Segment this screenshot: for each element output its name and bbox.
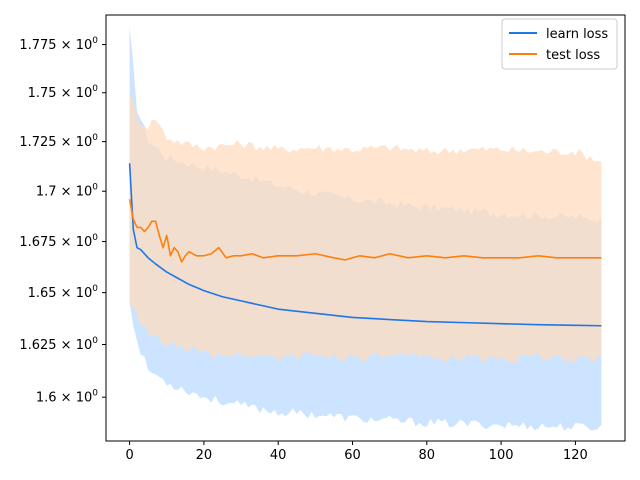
y-tick-times: × <box>57 86 76 101</box>
y-tick-base: 10 <box>76 235 93 250</box>
y-tick-label: 1.65 × 100 <box>28 284 99 301</box>
y-tick-mantissa: 1.75 <box>28 86 57 101</box>
x-axis-ticks: 0 20 40 60 80 100 120 <box>125 441 588 463</box>
y-tick-label: 1.775 × 100 <box>19 36 98 53</box>
y-tick-mantissa: 1.675 <box>19 235 56 250</box>
x-tick-label: 20 <box>196 448 213 463</box>
legend: learn loss test loss <box>501 18 618 70</box>
y-tick-exponent: 0 <box>92 84 98 94</box>
y-tick-base: 10 <box>76 286 93 301</box>
y-tick-mantissa: 1.725 <box>19 135 56 150</box>
y-tick-mantissa: 1.625 <box>19 338 56 353</box>
line-test-loss <box>128 199 602 263</box>
y-tick-times: × <box>57 135 76 150</box>
y-tick-label: 1.6 × 100 <box>36 389 98 406</box>
x-tick-label: 120 <box>563 448 588 463</box>
legend-box <box>501 18 618 70</box>
legend-label-learn-loss: learn loss <box>546 27 608 42</box>
y-tick-exponent: 0 <box>92 284 98 294</box>
y-tick-base: 10 <box>76 391 93 406</box>
y-tick-times: × <box>57 38 76 53</box>
y-tick-base: 10 <box>76 86 93 101</box>
y-tick-exponent: 0 <box>92 183 98 193</box>
series-lines <box>128 163 602 327</box>
x-tick-label: 80 <box>419 448 436 463</box>
band-test-loss <box>129 92 602 364</box>
y-tick-label: 1.7 × 100 <box>36 183 98 200</box>
legend-label-test-loss: test loss <box>546 48 600 63</box>
y-tick-times: × <box>57 286 76 301</box>
y-tick-times: × <box>57 185 76 200</box>
y-tick-exponent: 0 <box>92 336 98 346</box>
x-tick-label: 40 <box>270 448 287 463</box>
y-tick-mantissa: 1.775 <box>19 38 56 53</box>
y-tick-times: × <box>57 338 76 353</box>
axes-frame <box>105 14 626 442</box>
x-tick-label: 0 <box>125 448 133 463</box>
y-tick-base: 10 <box>76 135 93 150</box>
confidence-bands <box>129 26 602 431</box>
y-tick-mantissa: 1.6 <box>36 391 57 406</box>
y-tick-base: 10 <box>76 338 93 353</box>
y-tick-label: 1.625 × 100 <box>19 336 98 353</box>
y-tick-times: × <box>57 391 76 406</box>
y-tick-mantissa: 1.7 <box>36 185 57 200</box>
y-tick-base: 10 <box>76 185 93 200</box>
line-learn-loss <box>128 163 602 327</box>
y-tick-exponent: 0 <box>92 36 98 46</box>
y-tick-exponent: 0 <box>92 389 98 399</box>
y-tick-exponent: 0 <box>92 233 98 243</box>
x-tick-label: 100 <box>489 448 514 463</box>
y-tick-mantissa: 1.65 <box>28 286 57 301</box>
y-tick-label: 1.725 × 100 <box>19 133 98 150</box>
y-tick-times: × <box>57 235 76 250</box>
y-tick-exponent: 0 <box>92 133 98 143</box>
y-tick-label: 1.75 × 100 <box>28 84 99 101</box>
x-tick-label: 60 <box>344 448 361 463</box>
y-tick-label: 1.675 × 100 <box>19 233 98 250</box>
y-tick-base: 10 <box>76 38 93 53</box>
